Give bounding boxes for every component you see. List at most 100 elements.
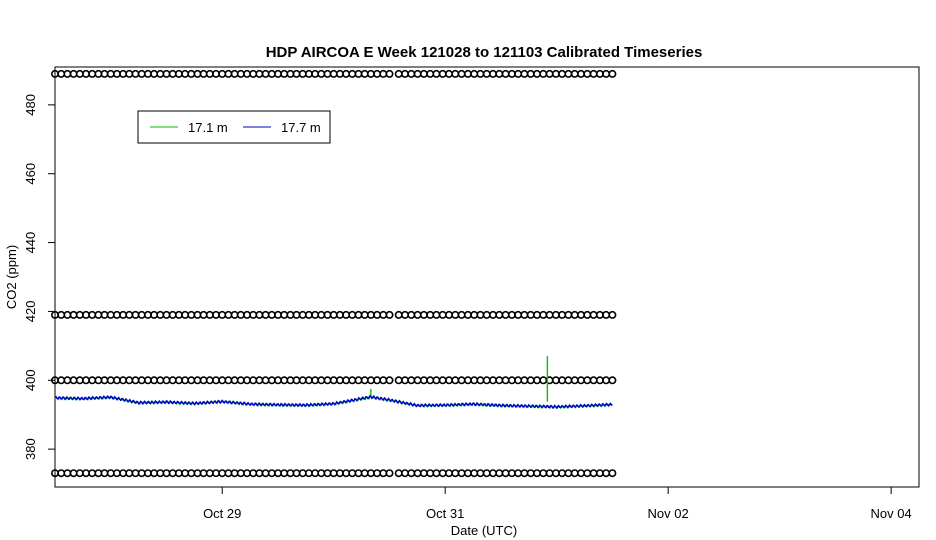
y-tick-label-3: 440 [23, 232, 38, 254]
circle-marker [526, 69, 535, 78]
circle-marker [385, 310, 394, 319]
circle-marker [400, 310, 409, 319]
circle-marker [488, 469, 497, 478]
circle-marker [463, 69, 472, 78]
legend-label-2: 17.7 m [281, 120, 321, 135]
circle-marker [589, 469, 598, 478]
circle-marker [488, 69, 497, 78]
circle-marker [526, 310, 535, 319]
circle-marker [413, 310, 422, 319]
circle-marker [438, 469, 447, 478]
circle-marker [583, 310, 592, 319]
circle-marker [532, 376, 541, 385]
circle-marker [608, 310, 617, 319]
circle-marker [482, 310, 491, 319]
circle-marker [520, 69, 529, 78]
circle-marker [501, 310, 510, 319]
circle-marker [589, 310, 598, 319]
circle-marker [501, 376, 510, 385]
circle-marker [463, 310, 472, 319]
circle-marker [539, 469, 548, 478]
circle-marker [545, 469, 554, 478]
reference-circles [50, 69, 617, 478]
plot-frame [54, 66, 920, 488]
circle-marker [385, 376, 394, 385]
circle-marker [482, 376, 491, 385]
circle-marker [545, 310, 554, 319]
circle-marker [451, 376, 460, 385]
circle-marker [457, 69, 466, 78]
circle-marker [608, 376, 617, 385]
y-tick-label-1: 400 [23, 369, 38, 391]
circle-marker [394, 376, 403, 385]
circle-marker [451, 69, 460, 78]
circle-marker [419, 69, 428, 78]
circle-marker [583, 469, 592, 478]
circle-marker [570, 376, 579, 385]
circle-marker [413, 69, 422, 78]
circle-marker [583, 69, 592, 78]
x-axis: Oct 29 Oct 31 Nov 02 Nov 04 [203, 487, 912, 521]
circle-marker [407, 310, 416, 319]
circle-marker [451, 310, 460, 319]
circle-marker [608, 469, 617, 478]
circle-marker [463, 469, 472, 478]
circle-marker [457, 469, 466, 478]
circle-marker [501, 469, 510, 478]
circle-marker [438, 310, 447, 319]
circle-marker [407, 69, 416, 78]
circle-marker [444, 310, 453, 319]
circle-marker [570, 469, 579, 478]
circle-marker [438, 69, 447, 78]
series-line-2 [54, 394, 613, 410]
circle-marker [589, 376, 598, 385]
circle-marker [457, 310, 466, 319]
circle-marker [564, 376, 573, 385]
circle-marker [501, 69, 510, 78]
circle-marker [576, 469, 585, 478]
circle-marker [576, 310, 585, 319]
circle-marker [608, 69, 617, 78]
circle-marker [564, 310, 573, 319]
circle-marker [482, 469, 491, 478]
circle-marker [583, 376, 592, 385]
circle-marker [539, 310, 548, 319]
circle-marker [564, 469, 573, 478]
y-axis: 380 400 420 440 460 480 [23, 94, 55, 460]
x-tick-label-0: Oct 29 [203, 506, 241, 521]
circle-marker [520, 469, 529, 478]
legend-box [137, 110, 331, 144]
circle-marker [400, 469, 409, 478]
circle-marker [419, 310, 428, 319]
circle-marker [400, 376, 409, 385]
circle-marker [589, 69, 598, 78]
legend-label-1: 17.1 m [188, 120, 228, 135]
x-tick-label-2: Nov 02 [648, 506, 689, 521]
circle-marker [495, 469, 504, 478]
circle-marker [385, 469, 394, 478]
legend: 17.1 m 17.7 m [137, 110, 331, 144]
circle-marker [444, 69, 453, 78]
circle-marker [407, 469, 416, 478]
circle-marker [385, 69, 394, 78]
y-tick-label-0: 380 [23, 438, 38, 460]
circle-marker [394, 469, 403, 478]
circle-marker [576, 376, 585, 385]
circle-marker [570, 310, 579, 319]
circle-marker [570, 69, 579, 78]
y-tick-label-4: 460 [23, 163, 38, 185]
circle-marker [488, 376, 497, 385]
circle-marker [488, 310, 497, 319]
circle-marker [526, 469, 535, 478]
circle-marker [495, 310, 504, 319]
circle-marker [419, 469, 428, 478]
circle-marker [444, 376, 453, 385]
circle-marker [444, 469, 453, 478]
circle-marker [495, 376, 504, 385]
circle-marker [413, 376, 422, 385]
circle-marker [532, 469, 541, 478]
circle-marker [495, 69, 504, 78]
circle-marker [457, 376, 466, 385]
circle-marker [532, 69, 541, 78]
